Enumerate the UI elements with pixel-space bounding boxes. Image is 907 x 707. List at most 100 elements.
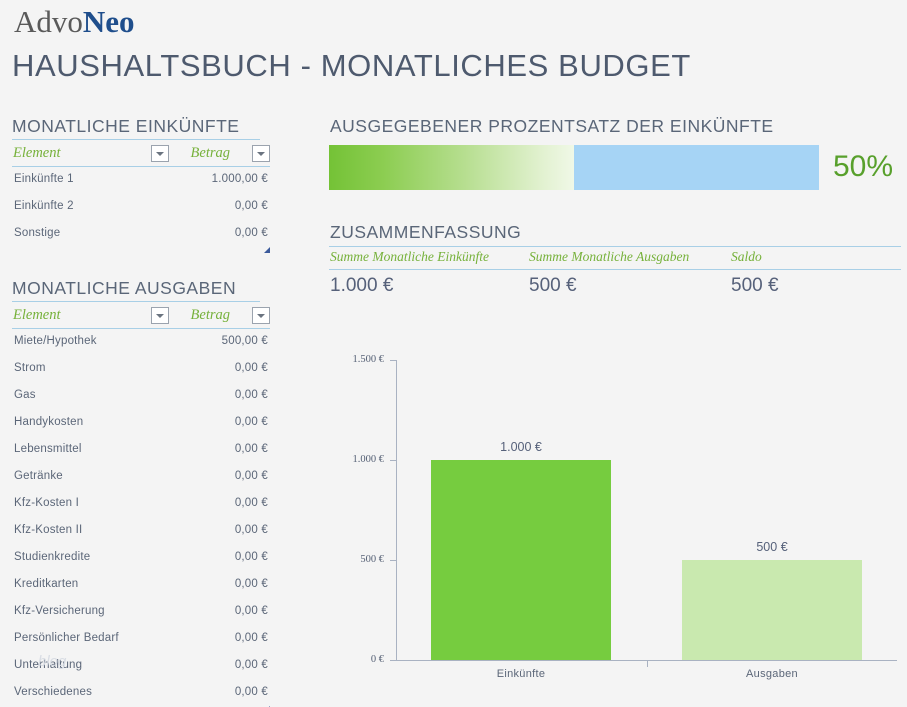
- brand-logo: AdvoNeo: [14, 4, 135, 40]
- row-label: Einkünfte 2: [14, 200, 74, 212]
- row-amount: 0,00 €: [234, 659, 268, 671]
- row-label: Handykosten: [14, 416, 84, 428]
- chart-x-axis: [396, 660, 897, 661]
- table-row[interactable]: Unterhaltung 0,00 €: [12, 653, 270, 680]
- chart-category-label-einkuenfte: Einkünfte: [496, 668, 546, 680]
- chart-plot-area: [397, 360, 897, 660]
- table-row[interactable]: Lebensmittel 0,00 €: [12, 437, 270, 464]
- row-label: Kfz-Versicherung: [14, 605, 105, 617]
- summary-table-values: 1.000 € 500 € 500 €: [329, 270, 901, 304]
- row-amount: 0,00 €: [234, 389, 268, 401]
- chart-category-label-ausgaben: Ausgaben: [746, 668, 798, 680]
- table-row[interactable]: Handykosten 0,00 €: [12, 410, 270, 437]
- summary-value-income: 1.000 €: [330, 275, 394, 296]
- chart-data-label-ausgaben: 500 €: [756, 540, 788, 554]
- row-label: Unterhaltung: [14, 659, 83, 671]
- table-row[interactable]: Kreditkarten 0,00 €: [12, 572, 270, 599]
- chart-y-tick-label: 1.500 €: [352, 354, 385, 365]
- row-label: Kfz-Kosten I: [14, 497, 80, 509]
- expenses-section-divider: [12, 301, 260, 302]
- table-row[interactable]: Kfz-Versicherung 0,00 €: [12, 599, 270, 626]
- row-amount: 500,00 €: [221, 335, 268, 347]
- chevron-down-icon: [257, 151, 265, 156]
- row-label: Gas: [14, 389, 36, 401]
- table-row[interactable]: Einkünfte 2 0,00 €: [12, 194, 270, 221]
- brand-logo-part1: Advo: [14, 4, 83, 39]
- chevron-down-icon: [257, 313, 265, 318]
- brand-logo-part2: Neo: [82, 4, 135, 39]
- row-amount: 1.000,00 €: [211, 173, 268, 185]
- row-label: Lebensmittel: [14, 443, 82, 455]
- income-filter-betrag-button[interactable]: [252, 145, 270, 162]
- table-row[interactable]: Miete/Hypothek 500,00 €: [12, 329, 270, 356]
- row-label: Einkünfte 1: [14, 173, 74, 185]
- table-row[interactable]: Kfz-Kosten II 0,00 €: [12, 518, 270, 545]
- expenses-col-betrag-label: Betrag: [190, 307, 230, 323]
- spent-portion: [329, 145, 574, 190]
- table-row[interactable]: Kfz-Kosten I 0,00 €: [12, 491, 270, 518]
- summary-value-expenses: 500 €: [529, 275, 577, 296]
- page-title: HAUSHALTSBUCH - MONATLICHES BUDGET: [12, 48, 691, 83]
- row-label: Miete/Hypothek: [14, 335, 97, 347]
- income-section-divider: [12, 139, 260, 140]
- income-section-title: MONATLICHE EINKÜNFTE: [12, 116, 240, 136]
- row-amount: 0,00 €: [234, 524, 268, 536]
- summary-section-title: ZUSAMMENFASSUNG: [330, 222, 522, 242]
- table-row[interactable]: Persönlicher Bedarf 0,00 €: [12, 626, 270, 653]
- row-amount: 0,00 €: [234, 362, 268, 374]
- row-amount: 0,00 €: [234, 497, 268, 509]
- table-row[interactable]: Strom 0,00 €: [12, 356, 270, 383]
- table-row[interactable]: Einkünfte 1 1.000,00 €: [12, 167, 270, 194]
- row-amount: 0,00 €: [234, 227, 268, 239]
- expenses-filter-betrag-button[interactable]: [252, 307, 270, 324]
- row-amount: 0,00 €: [234, 578, 268, 590]
- row-label: Verschiedenes: [14, 686, 93, 698]
- table-row[interactable]: Verschiedenes 0,00 €: [12, 680, 270, 707]
- chart-bar-einkuenfte[interactable]: [431, 460, 611, 660]
- summary-table-header: Summe Monatliche Einkünfte Summe Monatli…: [329, 249, 901, 270]
- income-col-element-label: Element: [13, 145, 61, 161]
- row-label: Studienkredite: [14, 551, 91, 563]
- row-label: Persönlicher Bedarf: [14, 632, 119, 644]
- table-row[interactable]: Sonstige 0,00 €: [12, 221, 270, 248]
- row-amount: 0,00 €: [234, 551, 268, 563]
- expenses-table: Element Betrag Miete/Hypothek 500,00 € St…: [12, 305, 270, 707]
- income-table-resize-handle[interactable]: [264, 247, 270, 253]
- summary-value-balance: 500 €: [731, 275, 779, 296]
- row-label: Getränke: [14, 470, 63, 482]
- chart-y-tick: [390, 460, 396, 461]
- row-amount: 0,00 €: [234, 443, 268, 455]
- expenses-table-header: Element Betrag: [12, 305, 270, 329]
- chart-x-separator: [647, 660, 648, 667]
- table-row[interactable]: Getränke 0,00 €: [12, 464, 270, 491]
- row-label: Sonstige: [14, 227, 61, 239]
- chart-y-tick-label: 500 €: [360, 554, 384, 565]
- chart-data-label-einkuenfte: 1.000 €: [500, 440, 542, 454]
- chart-bar-ausgaben[interactable]: [682, 560, 862, 660]
- summary-table: Summe Monatliche Einkünfte Summe Monatli…: [329, 249, 901, 304]
- income-filter-element-button[interactable]: [151, 145, 169, 162]
- row-amount: 0,00 €: [234, 200, 268, 212]
- row-amount: 0,00 €: [234, 632, 268, 644]
- row-amount: 0,00 €: [234, 416, 268, 428]
- spent-percentage-label: 50%: [833, 150, 894, 183]
- row-amount: 0,00 €: [234, 605, 268, 617]
- row-amount: 0,00 €: [234, 686, 268, 698]
- remaining-portion: [574, 145, 819, 190]
- row-amount: 0,00 €: [234, 470, 268, 482]
- income-table-header: Element Betrag: [12, 143, 270, 167]
- chart-y-tick: [390, 660, 396, 661]
- chart-y-tick: [390, 360, 396, 361]
- row-label: Kreditkarten: [14, 578, 79, 590]
- spent-percentage-bar: [329, 145, 819, 190]
- expenses-filter-element-button[interactable]: [151, 307, 169, 324]
- table-row[interactable]: Gas 0,00 €: [12, 383, 270, 410]
- summary-col-balance-label: Saldo: [731, 249, 762, 264]
- budget-bar-chart: 1.500 € 1.000 € 500 € 0 € 1.000 € 500 € …: [329, 340, 901, 690]
- row-label: Kfz-Kosten II: [14, 524, 83, 536]
- table-row[interactable]: Studienkredite 0,00 €: [12, 545, 270, 572]
- chart-y-tick: [390, 560, 396, 561]
- income-table: Element Betrag Einkünfte 1 1.000,00 € Ei…: [12, 143, 270, 253]
- chart-y-axis: [396, 360, 397, 661]
